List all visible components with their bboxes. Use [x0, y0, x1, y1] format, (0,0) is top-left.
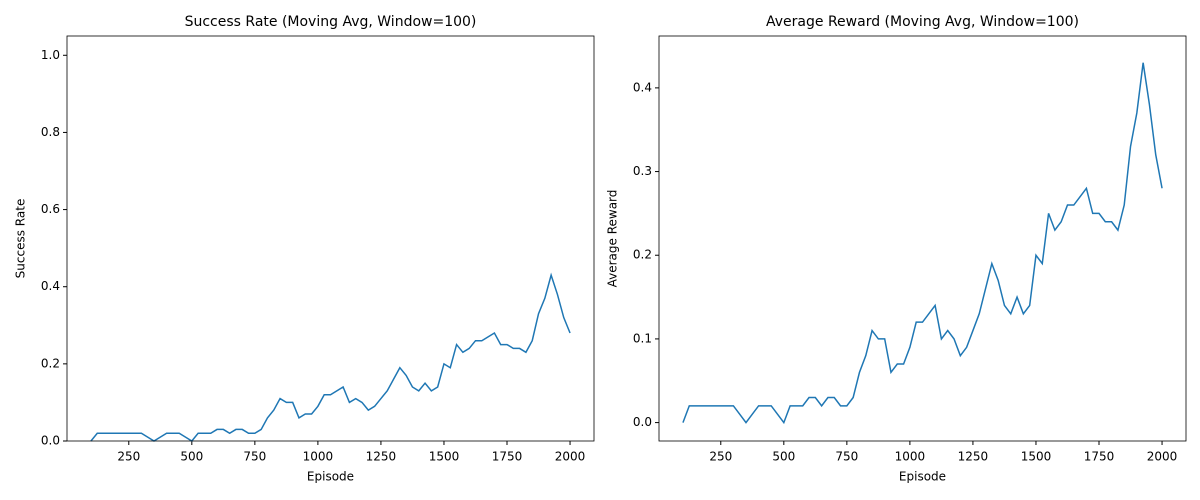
x-tick-label: 1750: [492, 450, 523, 464]
x-tick-label: 2000: [555, 450, 586, 464]
y-tick-label: 0.1: [633, 331, 652, 345]
y-tick-label: 0.4: [41, 279, 60, 293]
y-axis-label: Average Reward: [606, 190, 620, 288]
y-axis-label: Success Rate: [14, 199, 28, 279]
y-tick-label: 0.0: [633, 415, 652, 429]
y-tick-label: 0.3: [633, 164, 652, 178]
y-tick-label: 0.4: [633, 80, 652, 94]
x-tick-label: 1000: [303, 450, 334, 464]
axes-frame: [66, 35, 595, 442]
x-axis-label: Episode: [899, 470, 946, 484]
x-tick-label: 750: [835, 450, 858, 464]
x-tick-label: 500: [772, 450, 795, 464]
x-tick-label: 1500: [1021, 450, 1052, 464]
x-tick-label: 250: [709, 450, 732, 464]
x-tick-label: 2000: [1147, 450, 1178, 464]
y-tick-label: 1.0: [41, 48, 60, 62]
x-tick-label: 1750: [1084, 450, 1115, 464]
data-line: [682, 62, 1163, 425]
y-tick-label: 0.8: [41, 125, 60, 139]
x-tick-label: 500: [180, 450, 203, 464]
axes-frame: [658, 35, 1187, 442]
x-tick-label: 1500: [429, 450, 460, 464]
y-tick-label: 0.2: [633, 248, 652, 262]
y-tick-label: 0.2: [41, 356, 60, 370]
chart-title: Success Rate (Moving Avg, Window=100): [185, 14, 477, 30]
x-tick-label: 1250: [958, 450, 989, 464]
x-tick-label: 250: [117, 450, 140, 464]
y-tick-label: 0.6: [41, 202, 60, 216]
x-axis-label: Episode: [307, 470, 354, 484]
data-line: [90, 272, 571, 442]
chart-title: Average Reward (Moving Avg, Window=100): [766, 14, 1079, 30]
y-tick-label: 0.0: [41, 434, 60, 448]
x-tick-label: 1250: [366, 450, 397, 464]
x-tick-label: 750: [243, 450, 266, 464]
x-tick-label: 1000: [895, 450, 926, 464]
